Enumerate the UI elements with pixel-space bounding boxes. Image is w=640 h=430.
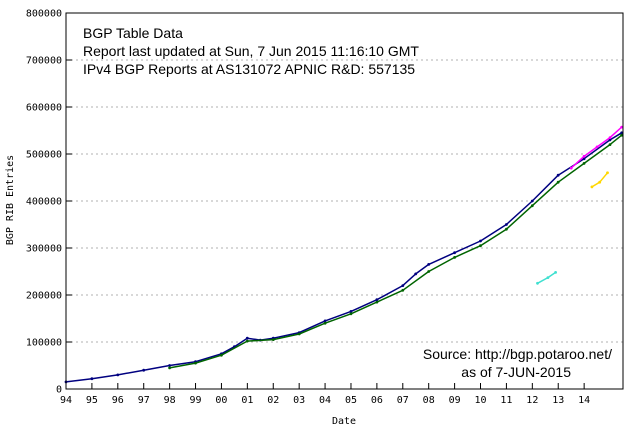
data-point [582, 154, 586, 158]
x-tick-label: 94 [60, 395, 72, 406]
y-tick-label: 300000 [26, 244, 62, 255]
data-point [245, 336, 249, 340]
x-tick-label: 05 [345, 395, 357, 406]
data-point [598, 180, 602, 184]
data-point [194, 361, 197, 365]
data-point [620, 131, 624, 135]
data-point [90, 377, 94, 381]
data-point [375, 298, 379, 302]
data-point [427, 263, 431, 266]
x-tick-label: 01 [241, 395, 253, 406]
y-tick-label: 600000 [26, 103, 62, 114]
data-point [220, 353, 223, 357]
data-point [620, 133, 624, 137]
data-point [168, 364, 172, 367]
series-layer [64, 125, 624, 384]
source-line-url: Source: http://bgp.potaroo.net/ [423, 346, 612, 362]
data-point [401, 284, 405, 287]
plot-frame [65, 12, 624, 390]
data-point [606, 171, 609, 175]
data-point [323, 319, 327, 323]
y-tick-label: 100000 [26, 338, 62, 349]
data-point [323, 321, 327, 325]
data-point [479, 239, 482, 243]
chart-annotation-title: BGP Table Data [83, 25, 183, 41]
y-axis-title: BGP RIB Entries [5, 155, 16, 245]
x-tick-label: 04 [319, 395, 331, 406]
data-point [375, 300, 379, 304]
x-axis-title: Date [332, 416, 356, 427]
y-tick-label: 700000 [26, 56, 62, 67]
x-tick-label: 08 [423, 395, 435, 406]
data-point [245, 339, 249, 343]
data-point [608, 136, 612, 140]
grid [66, 59, 623, 343]
data-point [453, 251, 456, 255]
series-line-3 [591, 172, 609, 188]
data-point [401, 288, 405, 292]
source-line-date: as of 7-JUN-2015 [461, 364, 571, 380]
data-point [116, 373, 120, 377]
data-point [590, 185, 594, 189]
x-tick-label: 11 [500, 395, 512, 406]
y-tick-label: 500000 [26, 150, 62, 161]
y-axis-ticks: 0 100000 200000 300000 400000 500000 600000 700… [26, 9, 72, 396]
data-point [608, 138, 612, 142]
x-tick-label: 10 [474, 395, 486, 406]
x-tick-label: 14 [578, 395, 590, 406]
data-point [556, 180, 560, 184]
x-tick-label: 13 [552, 395, 564, 406]
data-point [271, 338, 275, 341]
y-tick-label: 200000 [26, 291, 62, 302]
x-tick-label: 07 [397, 395, 409, 406]
series-line-1 [169, 134, 623, 369]
data-point [595, 145, 599, 149]
data-point [142, 368, 146, 372]
data-point [530, 199, 534, 203]
x-tick-label: 09 [449, 395, 461, 406]
x-tick-label: 00 [215, 395, 227, 406]
data-point [427, 270, 431, 273]
series-line-0 [65, 132, 623, 383]
data-point [168, 366, 172, 370]
x-tick-label: 99 [190, 395, 202, 406]
y-tick-label: 800000 [26, 9, 62, 20]
data-point [349, 310, 353, 313]
data-point [479, 244, 482, 248]
x-tick-label: 95 [86, 395, 98, 406]
chart-annotation-report: IPv4 BGP Reports at AS131072 APNIC R&D: … [83, 61, 415, 77]
x-tick-label: 06 [371, 395, 383, 406]
data-point [453, 256, 456, 259]
data-point [505, 223, 508, 226]
data-point [582, 157, 586, 161]
data-point [414, 272, 418, 276]
x-tick-label: 96 [112, 395, 124, 406]
data-point [536, 281, 539, 285]
x-tick-label: 02 [267, 395, 279, 406]
data-point [556, 173, 560, 177]
y-tick-label: 400000 [26, 197, 62, 208]
data-point [620, 125, 624, 129]
y-tick-label: 0 [56, 385, 62, 396]
data-point [349, 312, 353, 316]
data-point [554, 271, 557, 274]
chart-annotation-updated: Report last updated at Sun, 7 Jun 2015 1… [83, 43, 419, 59]
data-point [546, 276, 550, 279]
data-point [569, 166, 573, 170]
x-tick-label: 97 [138, 395, 150, 406]
data-point [530, 204, 534, 208]
data-point [505, 227, 508, 231]
data-point [297, 332, 301, 336]
x-tick-label: 98 [164, 395, 176, 406]
x-tick-label: 12 [526, 395, 538, 406]
x-axis-ticks: 94 95 96 97 98 99 00 01 02 03 04 05 06 07 08 09 10 11 12 13… [60, 383, 590, 406]
data-point [582, 162, 586, 165]
x-tick-label: 03 [293, 395, 305, 406]
data-point [608, 143, 612, 147]
